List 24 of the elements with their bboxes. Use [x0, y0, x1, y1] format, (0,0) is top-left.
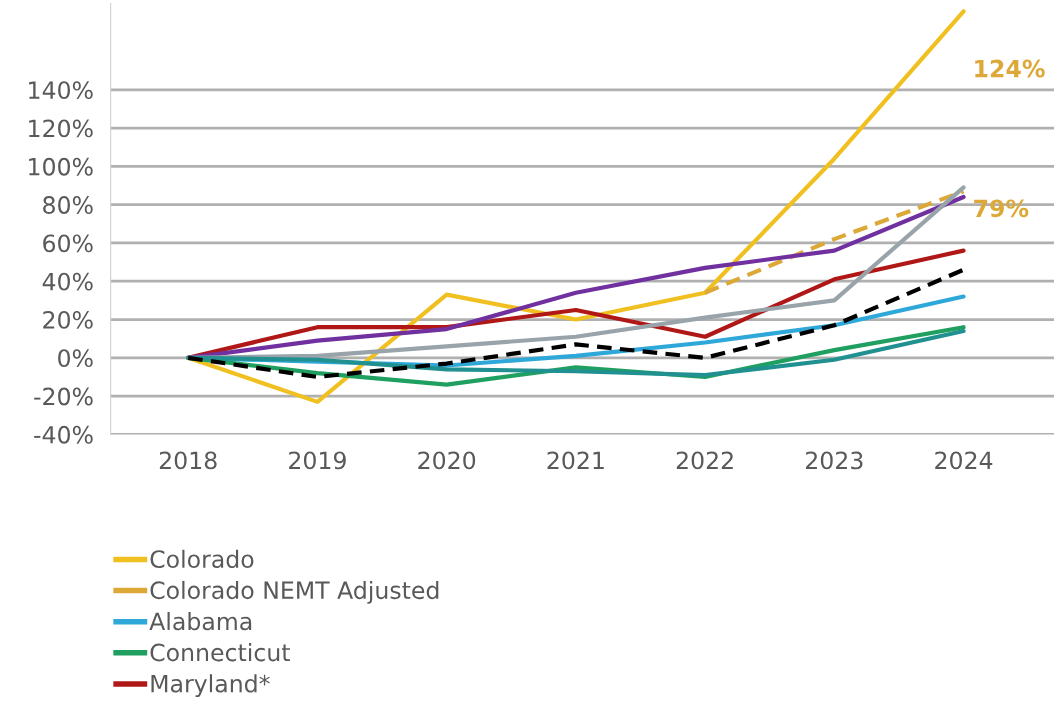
legend-label: Colorado [150, 549, 254, 569]
annotation: 79% [974, 199, 1029, 218]
legend-label: Colorado NEMT Adjusted [150, 580, 439, 604]
y-tick-label: -20% [34, 387, 93, 406]
x-tick-label: 2023 [806, 451, 863, 470]
y-tick-label: 120% [29, 119, 93, 138]
x-tick-label: 2024 [935, 451, 993, 470]
x-tick-label: 2021 [547, 451, 604, 470]
legend-label: Alabama [149, 612, 252, 631]
x-tick-label: 2018 [159, 451, 217, 470]
legend-label: Maryland* [151, 674, 270, 698]
y-tick-label: -40% [34, 425, 93, 444]
y-tick-label: 60% [43, 234, 93, 253]
legend-label: Connecticut [150, 643, 290, 662]
x-tick-label: 2020 [418, 451, 476, 470]
x-tick-label: 2022 [676, 451, 733, 470]
annotation: 124% [975, 59, 1045, 78]
x-tick-label: 2019 [289, 451, 346, 470]
y-tick-label: 100% [29, 157, 93, 176]
y-tick-label: 40% [42, 272, 93, 291]
y-tick-label: 20% [43, 310, 93, 329]
y-tick-label: 0% [58, 349, 93, 368]
y-tick-label: 80% [43, 196, 93, 214]
y-tick-label: 140% [29, 81, 93, 100]
